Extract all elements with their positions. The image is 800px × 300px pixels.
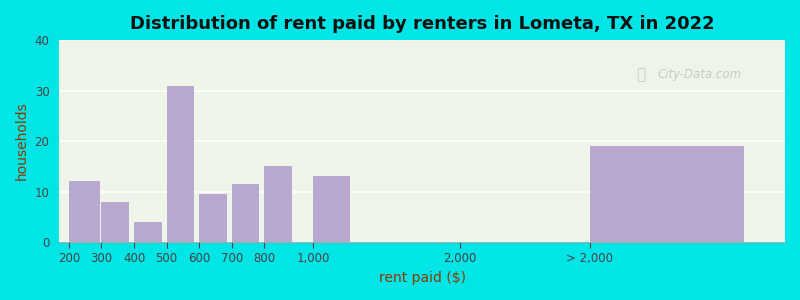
Bar: [590, 146, 744, 242]
Bar: [232, 184, 259, 242]
Bar: [166, 85, 194, 242]
Bar: [264, 166, 292, 242]
Bar: [134, 222, 162, 242]
Y-axis label: households: households: [15, 102, 29, 180]
Bar: [313, 176, 350, 242]
Text: City-Data.com: City-Data.com: [658, 68, 742, 81]
Text: ⦿: ⦿: [636, 67, 646, 82]
X-axis label: rent paid ($): rent paid ($): [378, 271, 466, 285]
Bar: [199, 194, 227, 242]
Title: Distribution of rent paid by renters in Lometa, TX in 2022: Distribution of rent paid by renters in …: [130, 15, 714, 33]
Bar: [102, 202, 130, 242]
Bar: [69, 182, 100, 242]
